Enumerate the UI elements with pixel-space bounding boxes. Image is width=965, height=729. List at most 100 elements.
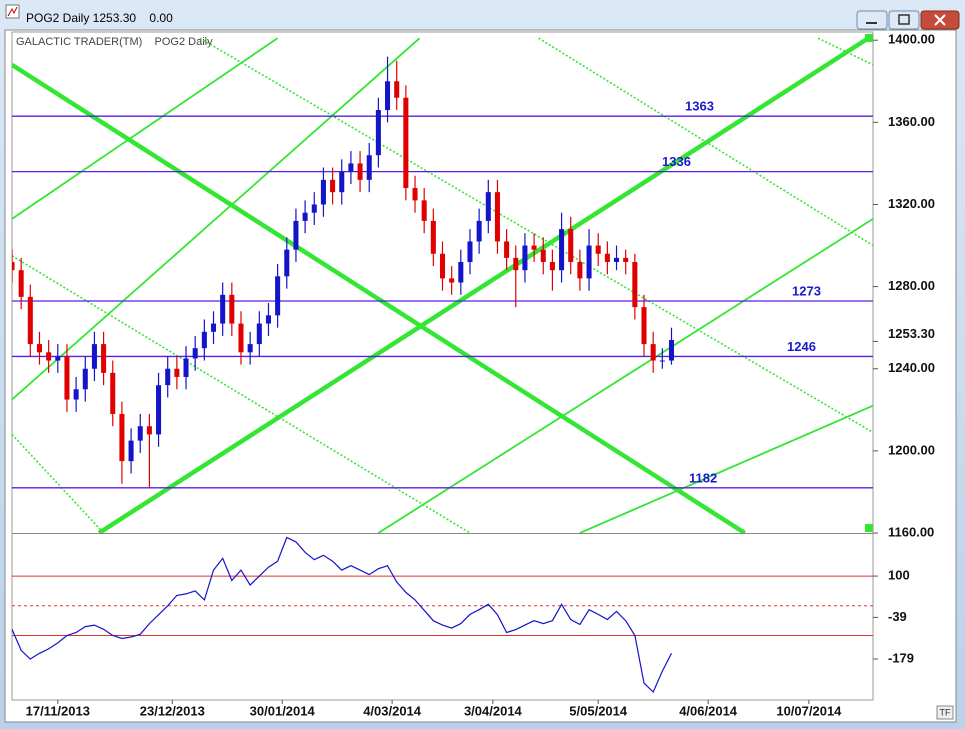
candle-body xyxy=(412,188,418,201)
x-tick-label: 10/07/2014 xyxy=(776,703,842,718)
candle-body xyxy=(137,426,143,441)
plot-frame xyxy=(11,31,874,701)
candle-body xyxy=(458,261,464,283)
axes: 1160.00 1200.00 1240.00 1280.00 1320.00 1360.… xyxy=(26,32,935,719)
candle-body xyxy=(128,440,134,462)
candle-body xyxy=(513,257,519,271)
price-panel: 1363 1336 1273 1246 1182 xyxy=(12,36,873,533)
candle-body xyxy=(632,261,638,308)
y-tick-label: 1360.00 xyxy=(888,114,935,129)
price-level-label: 1273 xyxy=(792,283,821,298)
overlay-line xyxy=(12,37,279,220)
candle-body xyxy=(394,81,400,98)
candle-body xyxy=(73,389,79,400)
restore-glyph xyxy=(898,14,910,25)
candle-body xyxy=(275,276,281,316)
candle-body xyxy=(156,385,162,435)
y-tick-label: 1400.00 xyxy=(888,32,935,47)
candle-body xyxy=(668,339,675,361)
window-icon-glyph xyxy=(7,6,18,17)
y-tick-label: 1280.00 xyxy=(888,278,935,293)
candle-body xyxy=(568,229,574,262)
candle-body xyxy=(119,413,125,462)
tf-button[interactable] xyxy=(936,705,954,720)
candle-body xyxy=(110,372,116,414)
chart-area xyxy=(4,29,957,723)
candle-body xyxy=(430,220,436,254)
candle-body xyxy=(339,171,345,193)
indicator-line xyxy=(12,536,673,694)
candle-body xyxy=(494,192,500,242)
overlay-line xyxy=(12,255,471,533)
candle-body xyxy=(540,249,546,262)
x-tick-label: 5/05/2014 xyxy=(569,703,628,718)
last-price-label: 1253.30 xyxy=(888,326,935,341)
candle-body xyxy=(64,356,70,400)
candle-body xyxy=(595,245,601,254)
candle-body xyxy=(650,344,656,361)
candle-body xyxy=(27,296,33,345)
candle-body xyxy=(357,163,363,180)
price-level-label: 1363 xyxy=(685,99,714,114)
candle-body xyxy=(586,245,592,279)
price-level-label: 1182 xyxy=(689,470,717,485)
candle-body xyxy=(504,241,510,258)
indicator-panel xyxy=(12,536,873,694)
x-tick-label: 23/12/2013 xyxy=(140,703,205,718)
tf-button-label: TF xyxy=(940,707,951,717)
candle-body xyxy=(265,315,271,324)
restore-button[interactable] xyxy=(888,10,920,30)
y2-tick-label: -39 xyxy=(888,609,907,624)
candle-body xyxy=(385,81,391,111)
candle-body xyxy=(641,307,647,345)
x-tick-label: 3/04/2014 xyxy=(464,703,523,718)
y2-tick-label: 100 xyxy=(888,568,910,583)
candle-body xyxy=(192,348,198,359)
subtitle: GALACTIC TRADER(TM) POG2 Daily xyxy=(16,36,213,48)
y-tick-label: 1240.00 xyxy=(888,360,935,375)
x-tick-label: 4/06/2014 xyxy=(679,703,738,718)
candle-body xyxy=(604,253,610,262)
candle-body xyxy=(485,192,491,221)
overlay-line xyxy=(579,404,873,533)
candle-body xyxy=(302,212,308,221)
candle-body xyxy=(403,97,409,189)
candle-body xyxy=(476,220,482,242)
candle-body xyxy=(284,249,290,277)
candle-body xyxy=(439,253,446,279)
candle-body xyxy=(91,344,97,369)
candle-body xyxy=(577,261,583,279)
overlay-line xyxy=(538,37,873,247)
overlay-line xyxy=(12,433,105,533)
candle-body xyxy=(210,323,217,332)
y-tick-label: 1200.00 xyxy=(888,442,935,457)
price-level-label: 1336 xyxy=(662,154,691,169)
x-tick-label: 4/03/2014 xyxy=(363,703,422,718)
candle-body xyxy=(320,179,326,205)
x-tick-label: 17/11/2013 xyxy=(26,703,90,718)
candle-body xyxy=(183,358,189,377)
candle-body xyxy=(522,245,528,271)
candle-body xyxy=(36,344,42,353)
candle-body xyxy=(311,204,317,213)
candle-body xyxy=(201,331,207,349)
close-glyph xyxy=(934,14,946,26)
candle-body xyxy=(659,360,665,362)
candle-body xyxy=(421,200,427,221)
candle-body xyxy=(101,344,107,373)
candle-body xyxy=(82,368,88,390)
minimize-button[interactable] xyxy=(856,10,888,30)
candle-body xyxy=(256,323,262,345)
candle-body xyxy=(12,261,15,271)
x-tick-label: 30/01/2014 xyxy=(250,703,316,718)
candle-body xyxy=(549,261,555,271)
y-tick-label: 1320.00 xyxy=(888,196,935,211)
candle-body xyxy=(330,179,336,193)
overlay-line xyxy=(12,37,421,401)
candle-body xyxy=(559,229,565,271)
candle-body xyxy=(229,294,235,324)
overlay-line xyxy=(97,36,870,533)
price-level-label: 1246 xyxy=(787,339,816,354)
window-icon xyxy=(5,4,20,19)
